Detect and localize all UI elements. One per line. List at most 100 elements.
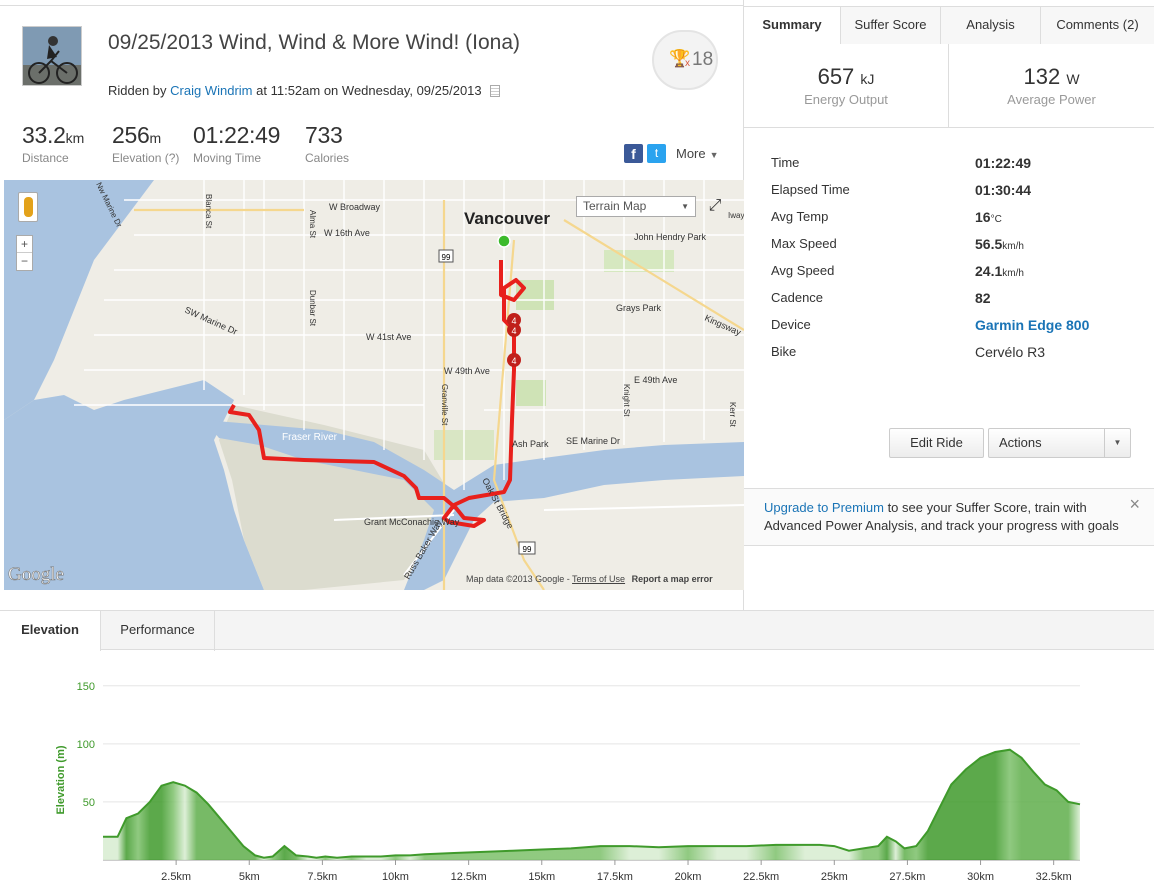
map-type-label: Terrain Map — [583, 199, 647, 213]
stat-unit: km — [65, 130, 85, 146]
actions-dropdown[interactable]: Actions ▼ — [988, 428, 1131, 458]
detail-row: Elapsed Time 01:30:44 — [771, 179, 1131, 206]
detail-label: Bike — [771, 344, 797, 359]
x-tick-label: 25km — [821, 871, 848, 883]
activity-tabs: Summary Suffer Score Analysis Comments (… — [744, 6, 1154, 44]
upgrade-premium-link[interactable]: Upgrade to Premium — [764, 500, 884, 515]
detail-label: Time — [771, 155, 800, 170]
detail-row: Time 01:22:49 — [771, 152, 1131, 179]
map-label: Alma St — [308, 210, 317, 239]
map-label: Grays Park — [616, 303, 662, 313]
map-label: SE Marine Dr — [566, 436, 620, 446]
map-label: W 16th Ave — [324, 228, 370, 238]
calendar-icon[interactable] — [490, 85, 501, 97]
x-tick-label: 20km — [675, 871, 702, 883]
detail-value: 56.5km/h — [975, 236, 1024, 252]
street-view-pegman[interactable] — [18, 192, 38, 222]
map-label: Grant McConachie Way — [364, 517, 460, 527]
elevation-area — [103, 749, 1080, 860]
detail-number: 56.5 — [975, 236, 1003, 252]
summary-metrics: 657 kJ Energy Output 132 W Average Power — [744, 44, 1154, 128]
y-axis-label: Elevation (m) — [55, 745, 67, 814]
route-line — [228, 260, 526, 528]
start-marker[interactable] — [497, 234, 511, 248]
chart-tabs: Elevation Performance — [0, 610, 1154, 651]
stat-label: Elevation (?) — [112, 151, 180, 165]
athlete-link[interactable]: Craig Windrim — [170, 83, 253, 98]
chevron-down-icon: ▼ — [709, 150, 719, 160]
elevation-chart[interactable]: 50 100 150 2.5km 5km 7.5km 10km 12.5km 15km 17.5k… — [0, 660, 1154, 896]
ridden-prefix: Ridden by — [108, 83, 167, 98]
zoom-out-button[interactable]: − — [20, 254, 28, 268]
x-tick-label: 10km — [382, 871, 409, 883]
report-map-error-link[interactable]: Report a map error — [631, 574, 713, 584]
lap-marker[interactable] — [507, 323, 521, 337]
stat-distance: 33.2km Distance — [22, 122, 84, 165]
detail-value: 01:30:44 — [975, 182, 1031, 198]
terms-link[interactable]: Terms of Use — [572, 574, 626, 584]
stat-unit: m — [149, 130, 162, 146]
tab-elevation[interactable]: Elevation — [0, 611, 101, 651]
lap-marker-label: 4 — [511, 316, 516, 326]
share-bar: f t More ▼ — [624, 144, 719, 163]
detail-row: Bike Cervélo R3 — [771, 341, 1131, 368]
facebook-icon[interactable]: f — [624, 144, 643, 163]
detail-row: Avg Speed 24.1km/h — [771, 260, 1131, 287]
energy-output: 657 kJ Energy Output — [744, 44, 949, 128]
stat-moving-time: 01:22:49 Moving Time — [193, 122, 280, 165]
detail-value: 01:22:49 — [975, 155, 1031, 171]
device-link[interactable]: Garmin Edge 800 — [975, 317, 1089, 333]
detail-number: 24.1 — [975, 263, 1003, 279]
tab-summary[interactable]: Summary — [744, 6, 840, 44]
edit-ride-button[interactable]: Edit Ride — [889, 428, 984, 458]
x-tick-label: 7.5km — [307, 871, 337, 883]
google-logo[interactable]: Google — [8, 564, 65, 586]
detail-label: Avg Temp — [771, 209, 829, 224]
map-attribution: Map data ©2013 Google - Terms of Use Rep… — [466, 574, 713, 584]
x-tick-label: 30km — [967, 871, 994, 883]
y-tick-label: 100 — [77, 739, 95, 751]
lap-marker[interactable] — [507, 353, 521, 367]
stat-value: 01:22:49 — [193, 122, 281, 148]
detail-unit: km/h — [1002, 268, 1024, 279]
actions-label: Actions — [999, 435, 1042, 450]
achievements-count: 18 — [692, 49, 714, 70]
more-share-button[interactable]: More ▼ — [676, 146, 719, 161]
map-label: Dunbar St — [308, 290, 317, 327]
detail-number: Cervélo R3 — [975, 344, 1046, 360]
chevron-down-icon: ▼ — [681, 202, 689, 211]
street-grid — [74, 180, 744, 490]
stat-elevation[interactable]: 256m Elevation (?) — [112, 122, 179, 165]
map-city-label: Vancouver — [464, 209, 550, 228]
tab-analysis[interactable]: Analysis — [940, 6, 1040, 44]
zoom-in-button[interactable]: + — [17, 236, 32, 253]
chevron-down-icon: ▼ — [1104, 429, 1130, 457]
tab-suffer-score[interactable]: Suffer Score — [840, 6, 940, 44]
activity-title: 09/25/2013 Wind, Wind & More Wind! (Iona… — [108, 31, 521, 54]
achievements-badge[interactable]: 🏆 x 18 — [652, 30, 718, 90]
close-icon[interactable]: × — [1129, 494, 1140, 514]
more-label: More — [676, 146, 706, 161]
map-label: Iway — [728, 211, 744, 220]
lap-marker[interactable] — [507, 313, 521, 327]
detail-number: 01:22:49 — [975, 155, 1032, 171]
tab-comments[interactable]: Comments (2) — [1040, 6, 1154, 44]
x-tick-label: 15km — [528, 871, 555, 883]
map-type-select[interactable]: Terrain Map ▼ — [576, 196, 696, 217]
detail-number: 16 — [975, 209, 991, 225]
map-label: W 41st Ave — [366, 332, 411, 342]
twitter-icon[interactable]: t — [647, 144, 666, 163]
stat-value: 256 — [112, 122, 150, 148]
tab-performance[interactable]: Performance — [101, 611, 215, 651]
avatar[interactable] — [22, 26, 82, 86]
x-tick-label: 27.5km — [889, 871, 925, 883]
activity-sidebar: Summary Suffer Score Analysis Comments (… — [744, 0, 1154, 610]
y-tick-label: 150 — [77, 681, 95, 693]
park-area — [516, 380, 546, 406]
fullscreen-icon[interactable]: ⤢ — [708, 197, 722, 214]
detail-number: Garmin Edge 800 — [975, 317, 1090, 333]
route-map[interactable]: 4 4 4 Vancouver W Broadway W 16th Ave SW… — [4, 180, 744, 590]
detail-row: Device Garmin Edge 800 — [771, 314, 1131, 341]
lap-marker-label: 4 — [511, 356, 516, 366]
detail-value: Cervélo R3 — [975, 344, 1045, 360]
